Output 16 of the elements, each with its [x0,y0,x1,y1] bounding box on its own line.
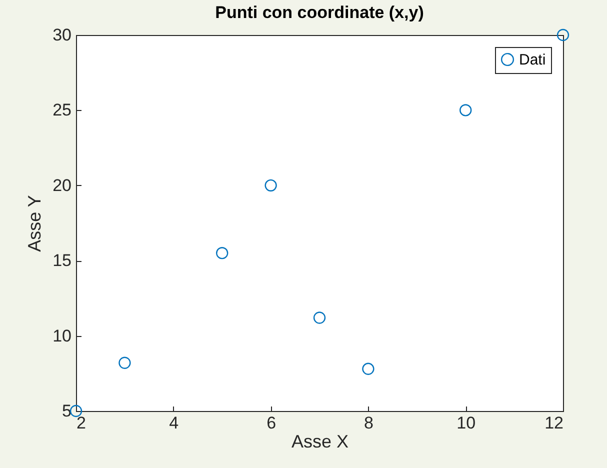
x-tick-label: 6 [266,414,276,432]
y-tick-label: 10 [52,326,72,346]
x-tick-label: 8 [364,414,374,432]
y-tick-label: 5 [62,402,72,420]
x-tick-label: 4 [169,414,179,432]
x-axis-title: Asse X [291,432,349,452]
y-tick-label: 25 [52,100,72,120]
y-tick-label: 20 [52,176,72,195]
chart-title: Punti con coordinate (x,y) [215,3,424,22]
x-tick-label: 10 [456,414,476,432]
legend-label: Dati [519,52,546,68]
y-axis-title: Asse Y [24,195,45,252]
y-tick-label: 15 [52,251,72,270]
x-tick-label: 2 [76,414,86,432]
x-tick-label: 12 [544,414,564,432]
y-tick-label: 30 [52,26,72,44]
